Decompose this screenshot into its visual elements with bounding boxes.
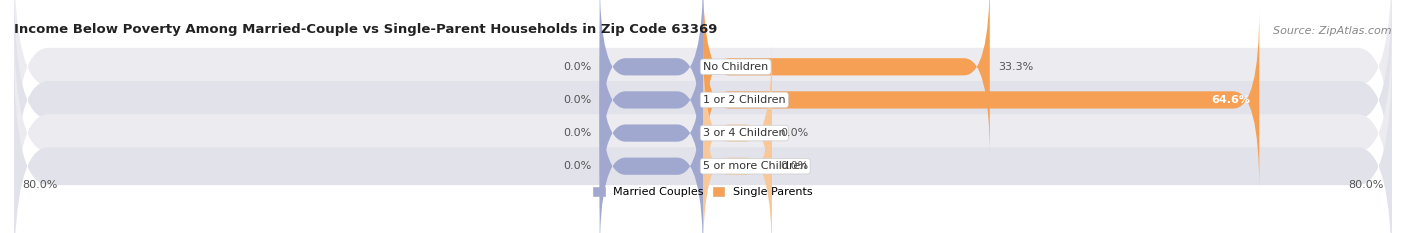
FancyBboxPatch shape [599, 9, 703, 191]
Text: 80.0%: 80.0% [22, 180, 58, 190]
Text: No Children: No Children [703, 62, 768, 72]
FancyBboxPatch shape [599, 0, 703, 158]
Text: 0.0%: 0.0% [562, 128, 591, 138]
Text: 3 or 4 Children: 3 or 4 Children [703, 128, 786, 138]
Text: 33.3%: 33.3% [998, 62, 1033, 72]
FancyBboxPatch shape [14, 20, 1392, 233]
FancyBboxPatch shape [599, 75, 703, 233]
Text: 0.0%: 0.0% [780, 161, 808, 171]
FancyBboxPatch shape [703, 42, 772, 224]
Text: 0.0%: 0.0% [562, 95, 591, 105]
FancyBboxPatch shape [703, 75, 772, 233]
FancyBboxPatch shape [14, 53, 1392, 233]
Text: 0.0%: 0.0% [562, 62, 591, 72]
FancyBboxPatch shape [703, 9, 1260, 191]
Text: 0.0%: 0.0% [780, 128, 808, 138]
FancyBboxPatch shape [14, 0, 1392, 213]
Text: 80.0%: 80.0% [1348, 180, 1384, 190]
FancyBboxPatch shape [599, 42, 703, 224]
FancyBboxPatch shape [703, 0, 990, 158]
Text: 5 or more Children: 5 or more Children [703, 161, 807, 171]
Text: Source: ZipAtlas.com: Source: ZipAtlas.com [1274, 26, 1392, 36]
Text: 64.6%: 64.6% [1212, 95, 1251, 105]
Legend: Married Couples, Single Parents: Married Couples, Single Parents [593, 187, 813, 197]
Text: 1 or 2 Children: 1 or 2 Children [703, 95, 786, 105]
Text: 0.0%: 0.0% [562, 161, 591, 171]
FancyBboxPatch shape [14, 0, 1392, 180]
Text: Income Below Poverty Among Married-Couple vs Single-Parent Households in Zip Cod: Income Below Poverty Among Married-Coupl… [14, 23, 717, 36]
